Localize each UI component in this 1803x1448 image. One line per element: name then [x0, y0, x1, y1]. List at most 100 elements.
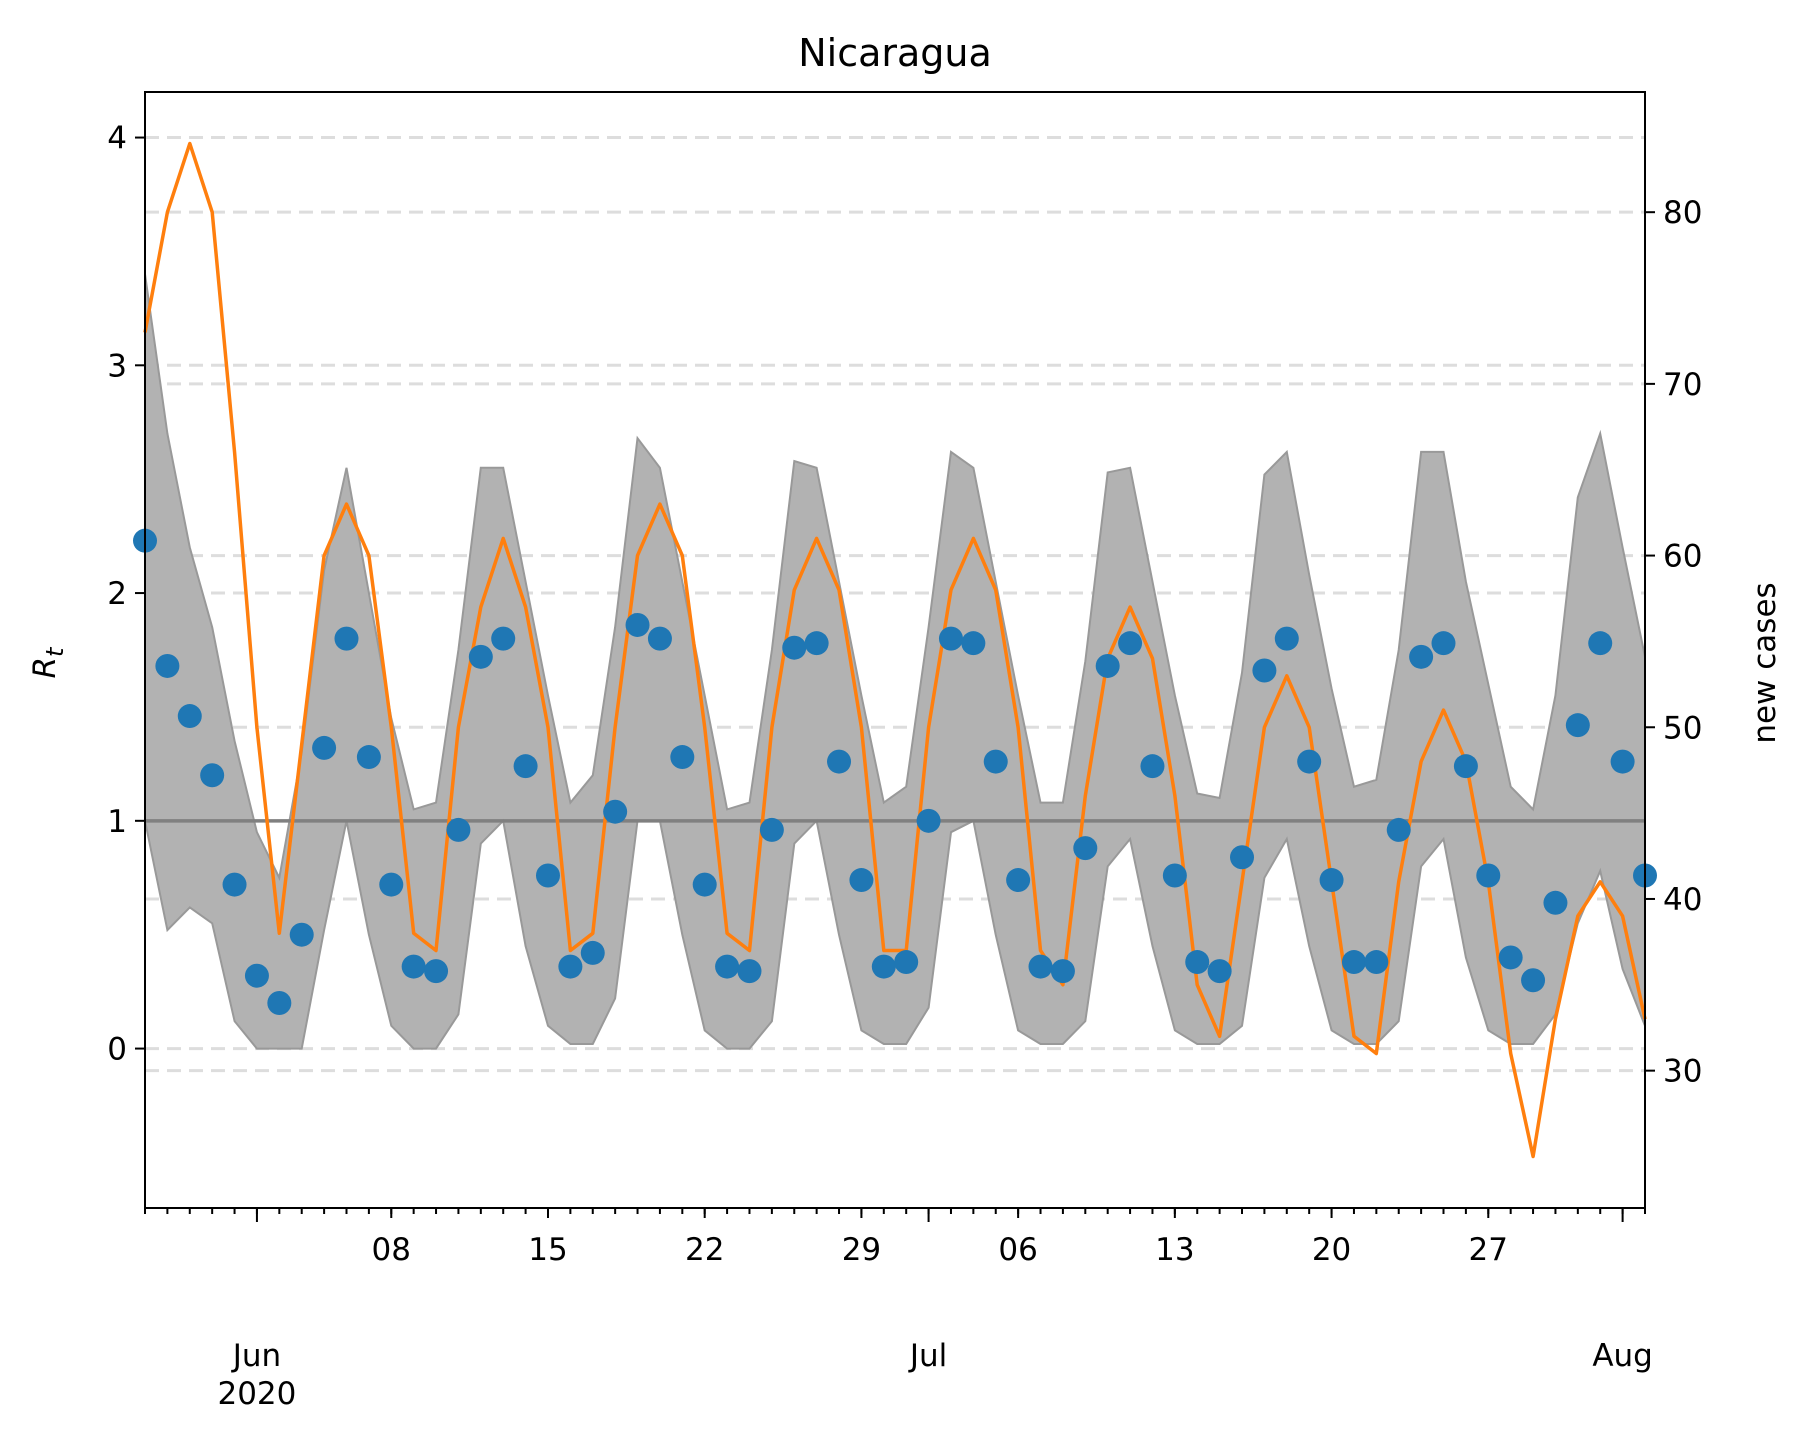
rt-point — [938, 626, 963, 651]
rt-point — [1006, 868, 1031, 893]
rt-point — [1252, 658, 1277, 683]
plot-frame — [144, 91, 1646, 1209]
x-day-label: 13 — [1155, 1232, 1194, 1268]
rt-point — [356, 745, 381, 770]
rt-point — [424, 959, 449, 984]
rt-point — [558, 954, 583, 979]
rt-point — [1386, 817, 1411, 842]
rt-point — [1185, 950, 1210, 975]
rt-point — [200, 763, 225, 788]
rt-point — [580, 940, 605, 965]
right-tick-label: 50 — [1663, 710, 1702, 746]
rt-point — [1118, 631, 1143, 656]
rt-point — [155, 653, 180, 678]
rt-point — [1319, 868, 1344, 893]
rt-point — [1543, 890, 1568, 915]
rt-point — [401, 954, 426, 979]
rt-point — [491, 626, 516, 651]
rt-point — [737, 959, 762, 984]
rt-point — [849, 868, 874, 893]
rt-point — [222, 872, 247, 897]
left-tick-label: 3 — [107, 348, 127, 384]
rt-point — [1498, 945, 1523, 970]
rt-point — [782, 635, 807, 660]
rt-point — [513, 754, 538, 779]
rt-point — [1207, 959, 1232, 984]
left-axis-label-subscript: t — [41, 646, 69, 657]
rt-point — [983, 749, 1008, 774]
left-axis-label-main: R — [27, 657, 63, 679]
rt-point — [1431, 631, 1456, 656]
rt-point — [1588, 631, 1613, 656]
rt-point — [1453, 754, 1478, 779]
x-day-label: 08 — [372, 1232, 411, 1268]
right-tick-label: 70 — [1663, 367, 1702, 403]
x-year-label: 2020 — [217, 1376, 296, 1412]
rt-point — [468, 644, 493, 669]
chart-title: Nicaragua — [798, 31, 992, 75]
rt-point — [289, 922, 314, 947]
rt-point — [670, 745, 695, 770]
left-axis: 0 1 2 3 4 — [107, 121, 145, 1068]
rt-point — [1028, 954, 1053, 979]
rt-point — [177, 704, 202, 729]
rt-point — [647, 626, 672, 651]
rt-point — [535, 863, 560, 888]
rt-points — [133, 528, 1657, 1016]
x-day-label: 22 — [685, 1232, 724, 1268]
rt-point — [1230, 845, 1255, 870]
left-axis-label: Rt — [27, 646, 69, 679]
rt-point — [244, 963, 269, 988]
rt-point — [312, 735, 337, 760]
rt-point — [603, 799, 628, 824]
new-cases-line — [143, 141, 1647, 1159]
x-day-label: 29 — [842, 1232, 881, 1268]
rt-point — [1073, 836, 1098, 861]
rt-point — [871, 954, 896, 979]
x-day-label: 15 — [528, 1232, 567, 1268]
rt-point — [1140, 754, 1165, 779]
x-month-label: Aug — [1592, 1338, 1653, 1374]
x-day-label: 27 — [1469, 1232, 1508, 1268]
rt-point — [1610, 749, 1635, 774]
rt-point — [916, 808, 941, 833]
x-day-label: 06 — [998, 1232, 1037, 1268]
right-axis-label: new cases — [1747, 582, 1783, 743]
left-tick-label: 0 — [107, 1032, 127, 1068]
rt-point — [1095, 653, 1120, 678]
rt-point — [759, 817, 784, 842]
rt-point — [1297, 749, 1322, 774]
rt-point — [267, 991, 292, 1016]
rt-point — [1274, 626, 1299, 651]
rt-point — [961, 631, 986, 656]
left-tick-label: 1 — [107, 804, 127, 840]
rt-point — [1364, 950, 1389, 975]
rt-point — [1521, 968, 1546, 993]
rt-point — [1341, 950, 1366, 975]
right-tick-label: 30 — [1663, 1054, 1702, 1090]
x-month-label: Jul — [908, 1338, 947, 1374]
right-tick-label: 60 — [1663, 539, 1702, 575]
rt-point — [894, 950, 919, 975]
new-cases-series — [143, 141, 1647, 1159]
rt-point — [334, 626, 359, 651]
left-tick-label: 2 — [107, 576, 127, 612]
rt-point — [692, 872, 717, 897]
rt-point — [804, 631, 829, 656]
right-tick-label: 80 — [1663, 195, 1702, 231]
rt-point — [715, 954, 740, 979]
rt-point — [1476, 863, 1501, 888]
rt-point — [1409, 644, 1434, 669]
rt-point — [1162, 863, 1187, 888]
rt-point — [446, 817, 471, 842]
left-tick-label: 4 — [107, 121, 127, 157]
rt-point — [1565, 713, 1590, 738]
rt-point — [1050, 959, 1075, 984]
rt-point — [625, 612, 650, 637]
rt-point — [827, 749, 852, 774]
x-day-label: 20 — [1312, 1232, 1351, 1268]
right-tick-label: 40 — [1663, 882, 1702, 918]
rt-point — [379, 872, 404, 897]
